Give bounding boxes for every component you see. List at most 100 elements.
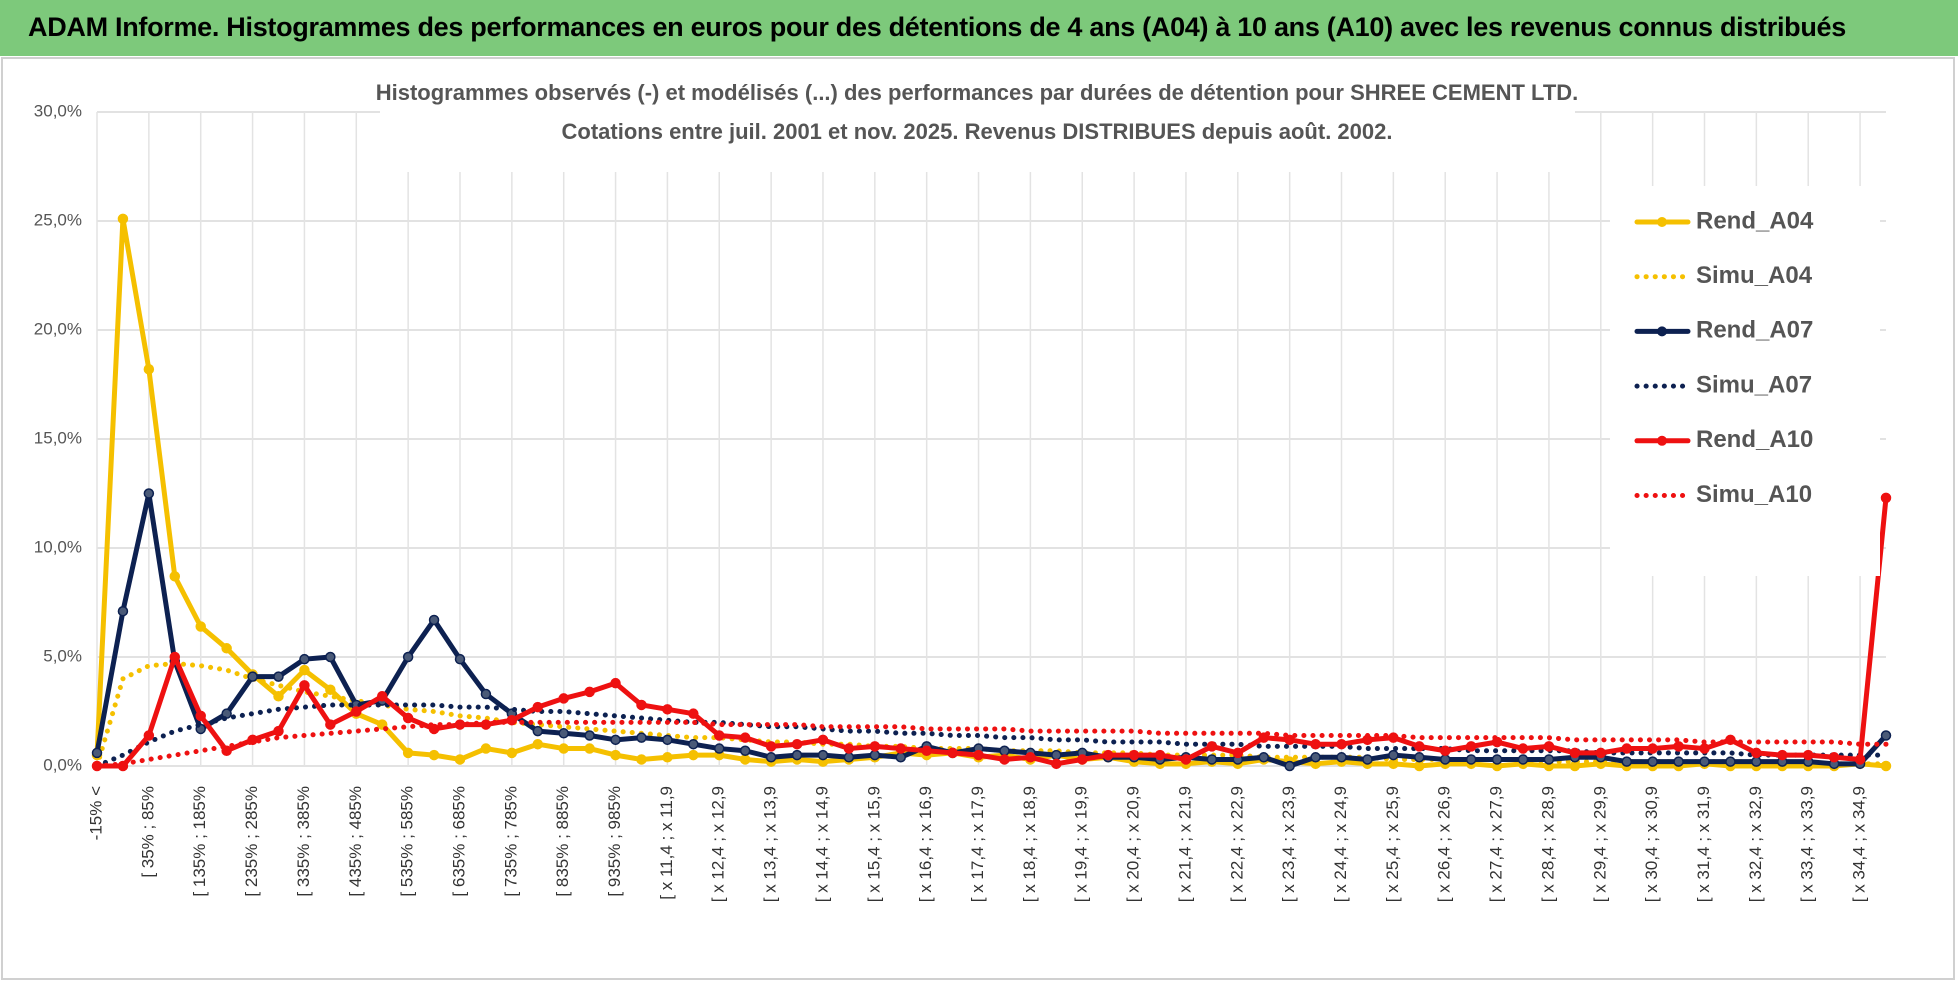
point: [169, 651, 181, 663]
point: [817, 734, 829, 746]
point: [999, 754, 1010, 765]
x-tick-label: [ x 32,4 ; x 32,9: [1746, 786, 1765, 902]
point: [1880, 760, 1892, 772]
point: [428, 749, 440, 761]
point: [1154, 749, 1166, 761]
point: [558, 728, 569, 739]
x-tick-label: [ 535% ; 585%: [398, 786, 417, 897]
point: [1465, 754, 1477, 765]
x-tick-label: [ x 15,4 ; x 15,9: [864, 786, 883, 902]
x-tick-label: [ x 28,4 ; x 28,9: [1538, 786, 1557, 902]
point: [1699, 743, 1710, 754]
x-tick-label: [ x 25,4 ; x 25,9: [1383, 786, 1402, 902]
chart-subtitle: Cotations entre juil. 2001 et nov. 2025.…: [562, 119, 1393, 144]
point: [532, 725, 544, 737]
x-tick-label: [ 235% ; 285%: [242, 786, 261, 897]
point: [947, 747, 958, 759]
point: [117, 605, 129, 617]
point: [1284, 734, 1295, 746]
point: [1336, 752, 1347, 763]
point: [921, 745, 932, 756]
point: [402, 747, 414, 759]
point: [1828, 752, 1840, 763]
point: [636, 754, 647, 765]
chart: 0,0% 5,0% 10,0% 15,0% 20,0% 25,0% 30,0% -15% < […: [1, 57, 1955, 980]
point: [791, 738, 803, 750]
legend-marker: [1657, 435, 1667, 446]
point: [1751, 756, 1762, 767]
point: [584, 730, 595, 741]
y-tick-label: 10,0%: [34, 537, 82, 556]
point: [636, 732, 647, 743]
model-line: [94, 719, 1889, 769]
point: [273, 725, 284, 737]
point: [1414, 741, 1425, 752]
point: [273, 671, 284, 682]
legend-marker: [1657, 326, 1667, 337]
x-tick-label: [ x 14,4 ; x 14,9: [812, 786, 831, 902]
point: [1751, 747, 1762, 759]
point: [169, 571, 181, 582]
point: [91, 747, 103, 759]
x-tick-label: [ x 11,4 ; x 11,9: [657, 786, 676, 900]
legend-label: Rend_A07: [1696, 317, 1813, 344]
x-tick-label: [ x 27,4 ; x 27,9: [1487, 786, 1506, 902]
point: [714, 730, 725, 741]
x-tick-label: [ 435% ; 485%: [346, 786, 365, 897]
point: [1414, 752, 1425, 763]
point: [480, 743, 492, 754]
legend: Rend_A04 Simu_A04 Rend_A07 Simu_A07 Rend_A10…: [1634, 207, 1814, 508]
point: [480, 688, 492, 700]
point: [1076, 754, 1088, 765]
point: [247, 671, 258, 682]
point: [1025, 752, 1036, 763]
point: [869, 741, 881, 752]
x-tick-label: [ x 17,4 ; x 17,9: [968, 786, 987, 902]
plot: [91, 213, 1892, 772]
x-tick-label: [ x 13,4 ; x 13,9: [761, 786, 780, 902]
point: [688, 738, 699, 750]
point: [454, 653, 466, 665]
legend-label: Simu_A10: [1696, 481, 1812, 508]
point: [402, 651, 414, 663]
point: [662, 734, 673, 746]
point: [688, 749, 699, 761]
point: [143, 730, 155, 741]
x-tick-label: [ x 30,4 ; x 30,9: [1642, 786, 1661, 902]
y-tick-label: 5,0%: [43, 646, 82, 665]
x-tick-label: [ 135% ; 185%: [190, 786, 209, 897]
point: [1673, 756, 1684, 767]
chart-title: Histogrammes observés (-) et modélisés (…: [376, 80, 1579, 105]
legend-label: Simu_A04: [1696, 262, 1813, 289]
point: [739, 732, 751, 743]
point: [1543, 754, 1555, 765]
point: [1439, 745, 1451, 756]
x-tick-label: [ 35% ; 85%: [138, 786, 157, 878]
point: [895, 743, 907, 754]
x-tick-label: [ x 12,4 ; x 12,9: [709, 786, 728, 902]
point: [325, 684, 336, 695]
point: [1310, 738, 1321, 750]
x-tick-label: [ x 19,4 ; x 19,9: [1072, 786, 1091, 902]
point: [558, 693, 569, 704]
y-tick-label: 20,0%: [34, 319, 82, 338]
point: [765, 752, 777, 763]
legend-label: Simu_A07: [1696, 371, 1812, 398]
point: [1880, 730, 1892, 741]
point: [558, 743, 569, 754]
point: [117, 213, 129, 225]
x-tick-label: [ x 23,4 ; x 23,9: [1279, 786, 1298, 902]
point: [739, 754, 751, 765]
point: [1128, 749, 1140, 761]
point: [1517, 743, 1529, 754]
point: [1854, 754, 1866, 765]
point: [1647, 743, 1658, 754]
point: [1206, 754, 1218, 765]
point: [714, 743, 725, 754]
point: [1595, 747, 1607, 759]
point: [1569, 747, 1581, 759]
point: [1725, 756, 1736, 767]
point: [1284, 760, 1295, 772]
x-tick-label: [ x 18,4 ; x 18,9: [1020, 786, 1039, 902]
